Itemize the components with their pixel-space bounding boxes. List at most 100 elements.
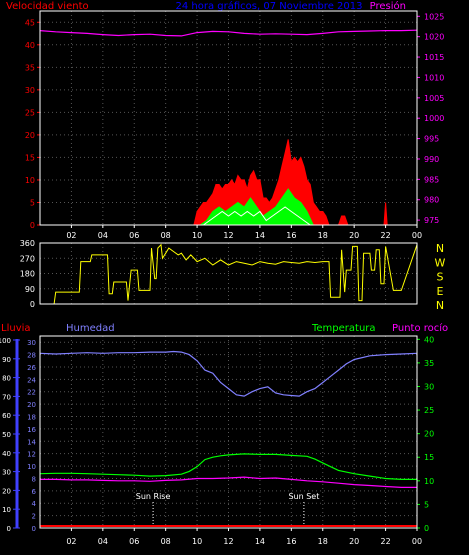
wind-axis-tick-label: 35 [25, 63, 35, 72]
pressure-axis-tick-label: 995 [424, 135, 439, 144]
humidity-axis-tick-label: 8 [32, 475, 36, 483]
sunset-label: Sun Set [288, 492, 319, 501]
compass-label: N [436, 242, 444, 255]
x-tick-label: 16 [286, 537, 296, 546]
wind-direction-line [40, 243, 418, 305]
x-tick-label: 10 [192, 537, 202, 546]
humidity-axis-tick-label: 26 [27, 364, 36, 372]
wind-axis-tick-label: 30 [25, 86, 35, 95]
direction-axis-tick-label: 360 [20, 239, 35, 248]
x-tick-label: 04 [98, 231, 108, 240]
x-tick-label: 18 [318, 537, 328, 546]
humidity-axis-tick-label: 2 [32, 513, 36, 521]
dewpoint-line [40, 476, 417, 488]
wind-panel: 0510152025303540459759809859909951000100… [25, 10, 444, 240]
humidity-panel-frame [39, 335, 418, 529]
temperature-axis-tick-label: 25 [424, 406, 434, 415]
humidity-axis-tick-label: 24 [27, 376, 36, 384]
wind-axis-tick-label: 5 [30, 198, 35, 207]
humidity-axis-tick-label: 14 [27, 438, 36, 446]
pressure-axis-tick-label: 1015 [424, 53, 444, 62]
compass-label: N [436, 299, 444, 312]
temperature-line [39, 453, 417, 480]
wind-panel-frame [39, 10, 418, 226]
wind-axis-tick-label: 0 [30, 221, 35, 230]
x-tick-label: 12 [223, 537, 233, 546]
rain-axis-tick-label: 30 [2, 469, 11, 477]
rain-title: Lluvia [1, 323, 31, 334]
pressure-axis-tick-label: 990 [424, 155, 439, 164]
x-tick-label: 04 [98, 537, 108, 546]
direction-axis-tick-label: 270 [20, 254, 35, 263]
x-tick-label: 12 [223, 231, 233, 240]
rain-axis-tick-label: 40 [2, 450, 11, 458]
direction-axis-tick-label: 180 [20, 270, 35, 279]
avg-wind-line [40, 206, 417, 226]
humidity-title: Humedad [66, 323, 115, 334]
x-tick-label: 14 [255, 537, 265, 546]
pressure-axis-tick-label: 980 [424, 196, 439, 205]
humidity-axis-tick-label: 16 [27, 426, 36, 434]
temperature-axis-tick-label: 35 [424, 359, 434, 368]
wind-speed-title: Velocidad viento [6, 1, 89, 12]
rain-axis-tick-label: 20 [2, 487, 11, 495]
humidity-axis-tick-label: 20 [27, 401, 36, 409]
wind-axis-tick-label: 25 [25, 108, 35, 117]
temperature-axis-tick-label: 0 [424, 524, 429, 533]
x-tick-label: 18 [318, 231, 328, 240]
pressure-axis-tick-label: 985 [424, 175, 439, 184]
wind-axis-tick-label: 40 [25, 41, 35, 50]
x-tick-label: 02 [66, 537, 76, 546]
chart-title: 24 hora gráficos, 07 Noviembre 2013 [176, 0, 363, 12]
wind-axis-tick-label: 45 [25, 18, 35, 27]
pressure-axis-tick-label: 1025 [424, 12, 444, 21]
humidity-axis-tick-label: 28 [27, 352, 36, 360]
humidity-axis-tick-label: 6 [32, 488, 37, 496]
dewpoint-title: Punto rocío [392, 322, 448, 334]
pressure-axis-tick-label: 1005 [424, 94, 444, 103]
wind-axis-tick-label: 15 [25, 153, 35, 162]
humidity-temperature-panel: Lluvia Humedad Temperatura Punto rocío 0 24 6 8… [0, 322, 448, 546]
temperature-axis-tick-label: 15 [424, 453, 434, 462]
compass-label: W [435, 256, 446, 269]
direction-axis-tick-label: 0 [30, 300, 35, 309]
x-tick-label: 22 [380, 537, 390, 546]
pressure-axis-tick-label: 1000 [424, 114, 444, 123]
rain-axis-tick-label: 70 [2, 393, 11, 401]
temperature-axis-tick-label: 5 [424, 500, 429, 509]
direction-panel-frame [39, 242, 418, 305]
humidity-axis-tick-label: 18 [27, 414, 36, 422]
direction-axis-tick-label: 90 [25, 285, 35, 294]
temperature-axis-tick-label: 20 [424, 430, 434, 439]
pressure-axis-tick-label: 1020 [424, 33, 444, 42]
humidity-axis-tick-label: 30 [27, 339, 36, 347]
x-tick-label: 20 [349, 231, 359, 240]
x-tick-label: 06 [129, 231, 139, 240]
temperature-axis-tick-label: 30 [424, 382, 434, 391]
temperature-title: Temperatura [311, 323, 376, 334]
humidity-axis-tick-label: 22 [27, 389, 36, 397]
compass-label: S [437, 271, 444, 284]
x-tick-label: 02 [66, 231, 76, 240]
x-tick-label: 22 [380, 231, 390, 240]
rain-axis-tick-label: 10 [2, 506, 11, 514]
x-tick-label: 08 [161, 537, 171, 546]
x-tick-label: 16 [286, 231, 296, 240]
sunrise-label: Sun Rise [136, 492, 171, 501]
rain-axis-tick-label: 60 [2, 412, 11, 420]
wind-axis-tick-label: 20 [25, 131, 35, 140]
temperature-axis-tick-label: 40 [424, 335, 434, 344]
x-tick-label: 20 [349, 537, 359, 546]
humidity-line [39, 350, 418, 397]
pressure-line [39, 29, 418, 37]
wind-axis-tick-label: 10 [25, 176, 35, 185]
x-tick-label: 06 [129, 537, 139, 546]
temperature-axis-tick-label: 10 [424, 477, 434, 486]
rain-axis-tick-label: 50 [2, 431, 11, 439]
humidity-axis-tick-label: 12 [27, 451, 36, 459]
x-tick-label: 14 [255, 231, 265, 240]
compass-label: E [437, 285, 444, 298]
